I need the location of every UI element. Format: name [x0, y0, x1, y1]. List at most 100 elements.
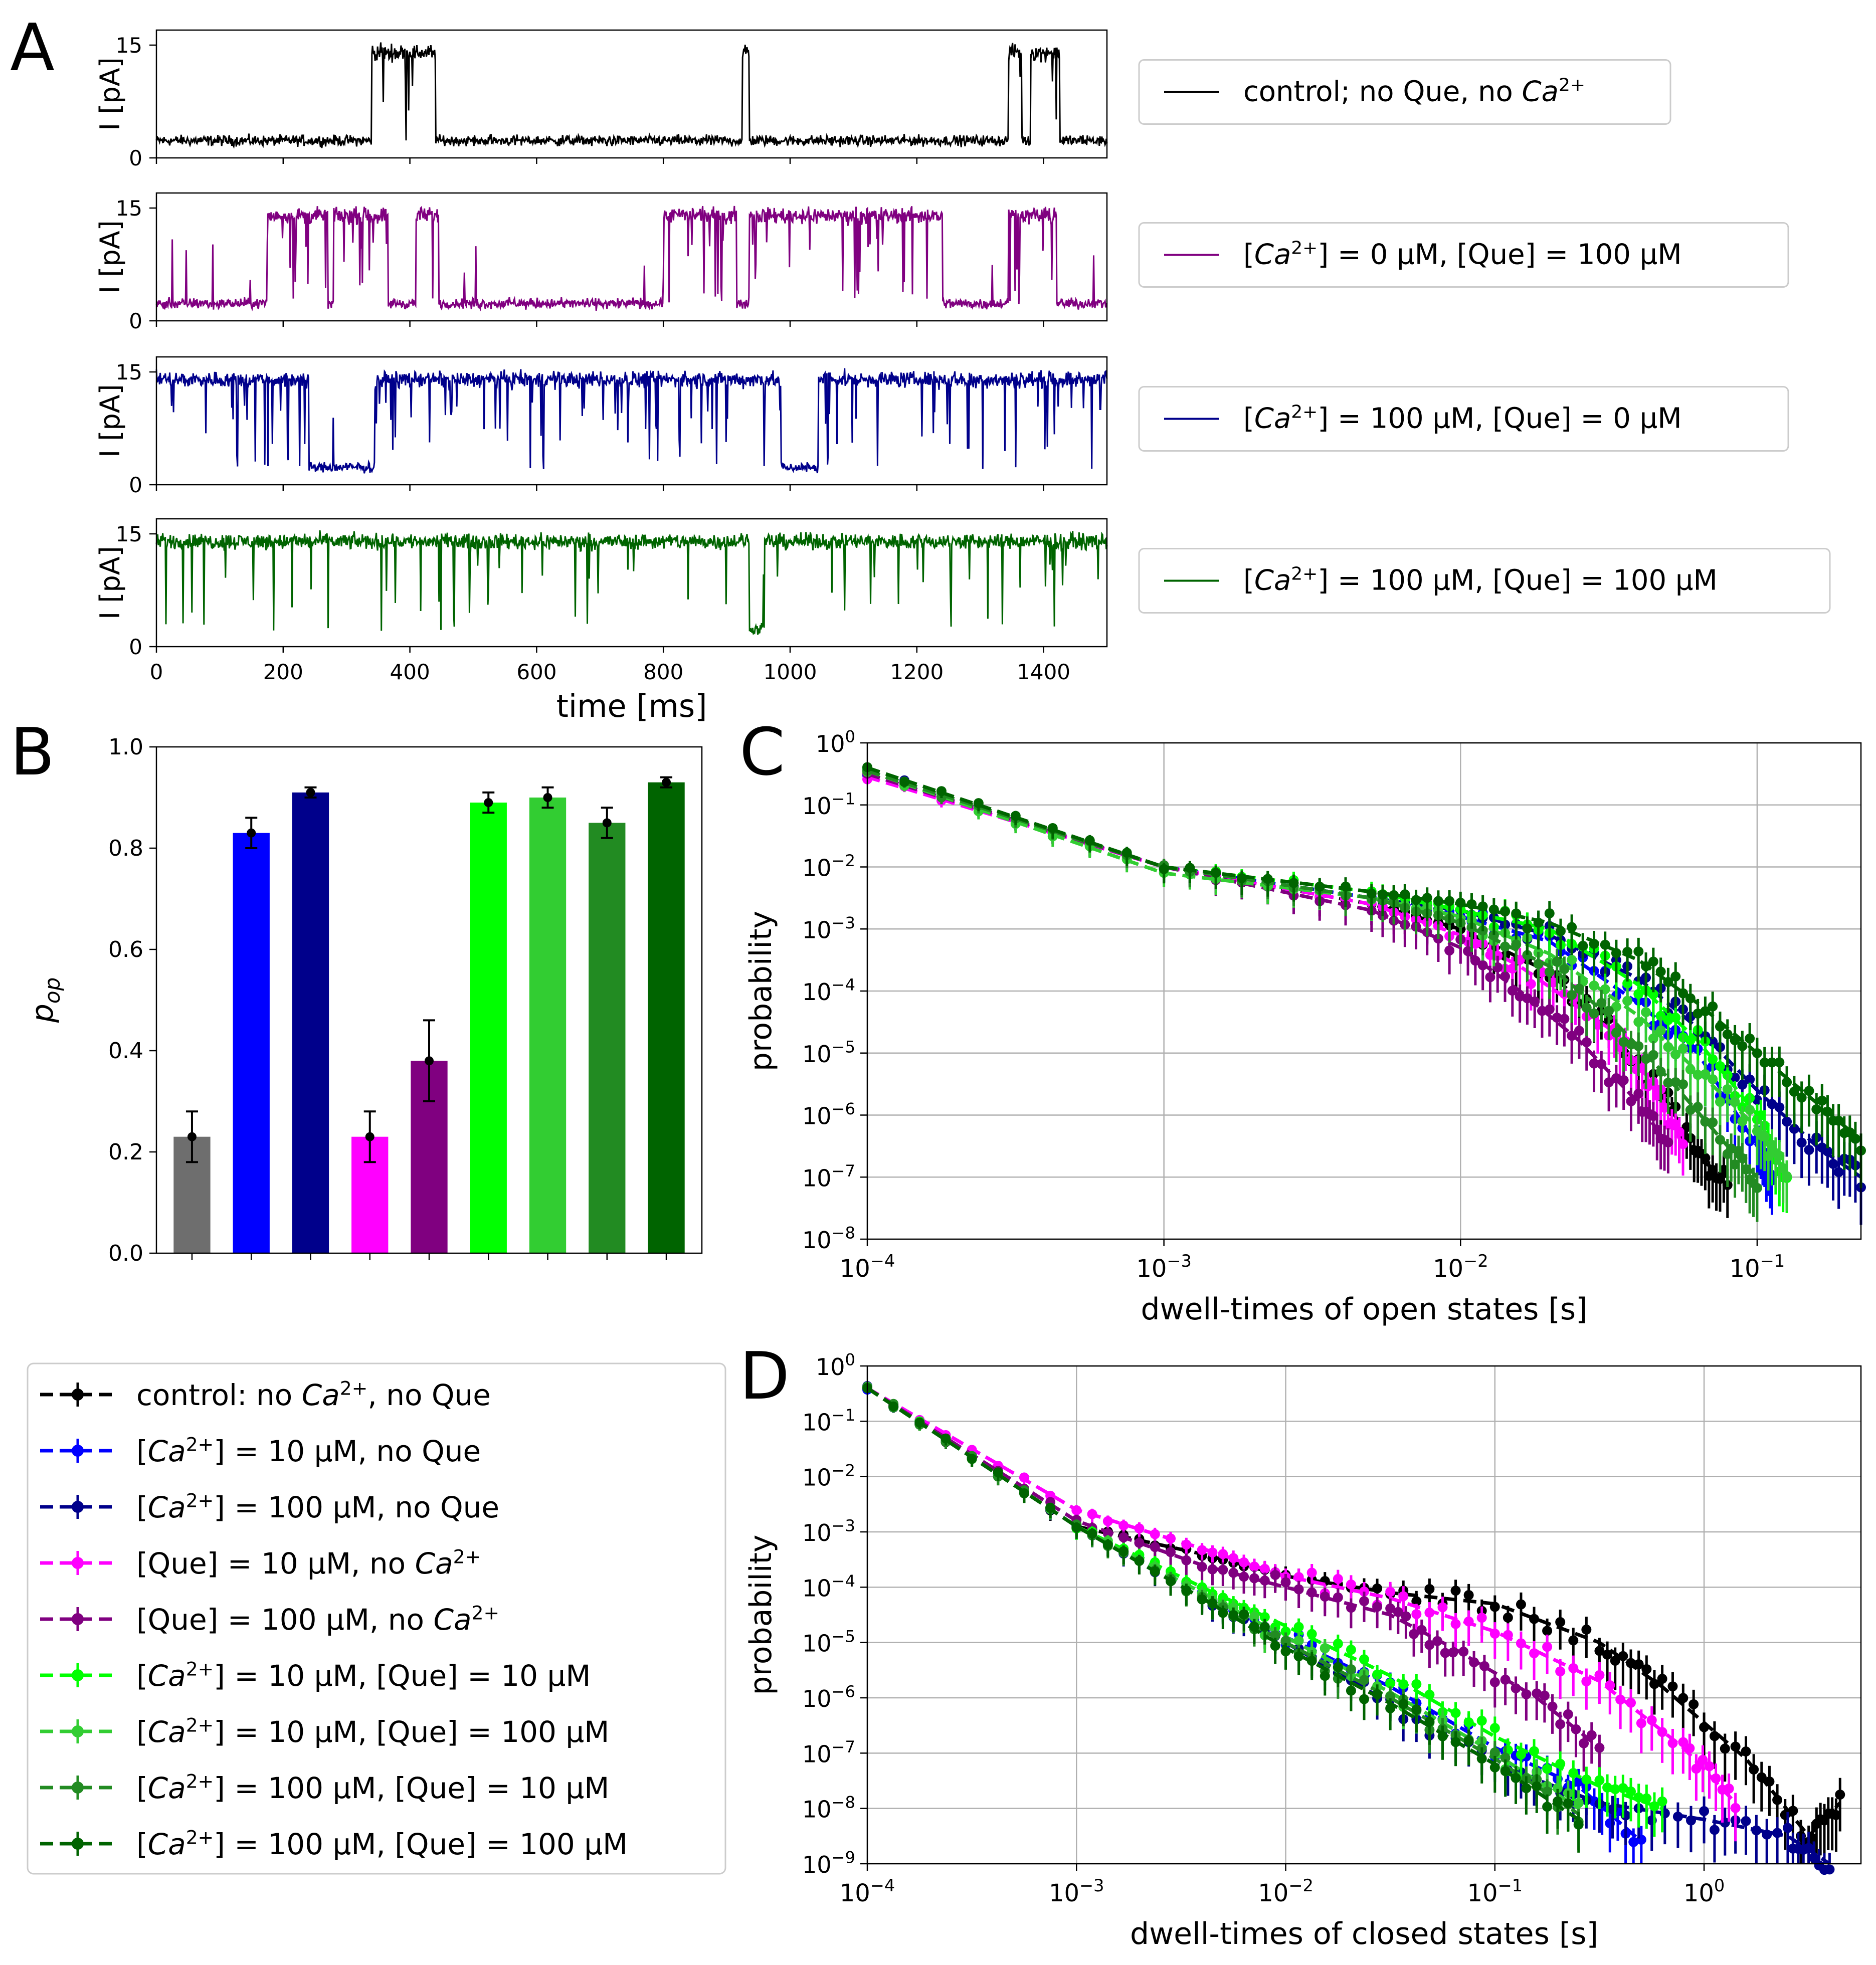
data-point — [1730, 1035, 1740, 1046]
data-point — [1626, 1096, 1636, 1106]
data-point — [1741, 1816, 1751, 1826]
x-tick-label: 800 — [643, 660, 683, 684]
data-point — [1835, 1790, 1845, 1800]
legend-marker — [72, 1445, 84, 1457]
data-point — [1817, 1095, 1827, 1106]
legend-marker — [72, 1501, 84, 1513]
data-point — [1270, 1641, 1280, 1651]
data-point — [1476, 1613, 1487, 1623]
bar — [233, 833, 270, 1253]
data-point — [1346, 1664, 1356, 1675]
data-point — [967, 1454, 977, 1464]
label-post: ] = 100 μM, [Que] = 0 μM — [1318, 403, 1681, 435]
y-axis-label: I [pA] — [94, 57, 126, 130]
data-point — [1657, 1727, 1667, 1737]
x-axis-label: dwell-times of open states [s] — [1141, 1292, 1587, 1327]
data-point — [1678, 1139, 1689, 1149]
data-point — [1366, 888, 1377, 899]
data-point — [914, 1417, 925, 1428]
tick-base: 10 — [840, 1879, 870, 1907]
data-point — [1333, 1574, 1343, 1584]
data-point — [1306, 1567, 1317, 1578]
legend-entry: [Ca2+] = 10 μM, no Que — [40, 1434, 481, 1468]
data-point — [1463, 1717, 1474, 1727]
data-point — [1809, 1853, 1819, 1863]
data-point — [1333, 1639, 1343, 1649]
data-point — [1602, 1782, 1613, 1793]
data-point — [1618, 1075, 1629, 1085]
data-point — [1228, 1553, 1239, 1563]
data-point — [1071, 1505, 1082, 1515]
label-charge: 2+ — [453, 1546, 481, 1568]
y-axis-label: pop — [25, 977, 65, 1023]
data-point — [1555, 1666, 1566, 1677]
data-point — [1511, 1773, 1521, 1783]
data-point — [1320, 1671, 1330, 1681]
data-point — [1648, 989, 1658, 1000]
data-point — [1788, 1806, 1798, 1816]
data-point — [1249, 1573, 1259, 1584]
data-point — [1411, 1679, 1422, 1689]
data-point — [1730, 1803, 1741, 1813]
data-point — [1772, 1795, 1783, 1805]
data-point — [1249, 1622, 1259, 1632]
tick-exponent: −3 — [1167, 1251, 1192, 1271]
y-tick-label: 1.0 — [108, 734, 143, 760]
y-tick-label: 0.2 — [108, 1139, 143, 1165]
data-point — [936, 786, 947, 797]
data-point — [1648, 1033, 1658, 1044]
data-point — [1749, 1764, 1759, 1775]
data-point — [1567, 922, 1577, 932]
data-point — [1641, 1007, 1651, 1018]
y-tick-label: 0 — [129, 473, 142, 497]
data-point — [1670, 1049, 1681, 1060]
data-point — [1672, 1812, 1683, 1822]
data-point — [1522, 950, 1533, 960]
data-point — [1377, 889, 1388, 900]
label-post: ] = 100 μM, [Que] = 10 μM — [214, 1771, 609, 1805]
label-ion: Ca — [148, 1827, 186, 1861]
data-point — [1667, 1681, 1678, 1692]
tick-label: 100 — [816, 1350, 855, 1381]
x-axis-label: time [ms] — [556, 688, 707, 724]
tick-exponent: −1 — [832, 789, 855, 808]
data-point — [1689, 1699, 1699, 1709]
data-point — [1655, 1011, 1666, 1021]
label-post: ] = 100 μM, no Que — [214, 1490, 499, 1524]
data-point — [1306, 1656, 1317, 1666]
data-point — [1372, 1602, 1383, 1612]
legend-entry: [Ca2+] = 100 μM, [Que] = 100 μM — [40, 1827, 628, 1861]
data-point — [1772, 1828, 1783, 1838]
tick-base: 10 — [802, 1103, 832, 1130]
tick-label: 100 — [816, 727, 855, 757]
data-point — [1259, 1576, 1270, 1586]
data-point — [1469, 1657, 1479, 1668]
data-point — [1071, 1522, 1082, 1533]
data-point — [1437, 1602, 1448, 1613]
data-point — [1774, 1057, 1785, 1068]
tick-exponent: −8 — [832, 1224, 855, 1243]
tick-base: 10 — [802, 1575, 832, 1602]
series-ca100que100 — [862, 1383, 1584, 1853]
tick-base: 10 — [802, 1685, 832, 1712]
tick-label: 10−5 — [802, 1037, 855, 1067]
data-point — [1320, 1592, 1330, 1602]
data-point — [1533, 959, 1544, 969]
data-point — [1087, 1528, 1097, 1539]
label-charge: 2+ — [186, 1771, 214, 1793]
data-point — [1333, 1662, 1343, 1672]
tick-exponent: −6 — [832, 1099, 855, 1118]
data-point — [1542, 1642, 1553, 1652]
data-point — [1385, 1587, 1396, 1597]
tick-base: 10 — [1136, 1255, 1167, 1283]
data-point — [1218, 1593, 1228, 1603]
data-point — [1249, 1561, 1259, 1572]
data-point — [1259, 1622, 1270, 1632]
data-point — [1424, 1608, 1435, 1618]
data-point — [1581, 1624, 1592, 1635]
data-point — [1359, 1654, 1369, 1665]
data-point — [1500, 941, 1511, 952]
label-pre: [ — [136, 1434, 148, 1468]
legend-label: [Que] = 100 μM, no Ca2+ — [136, 1602, 499, 1637]
tick-exponent: −3 — [832, 1516, 855, 1535]
